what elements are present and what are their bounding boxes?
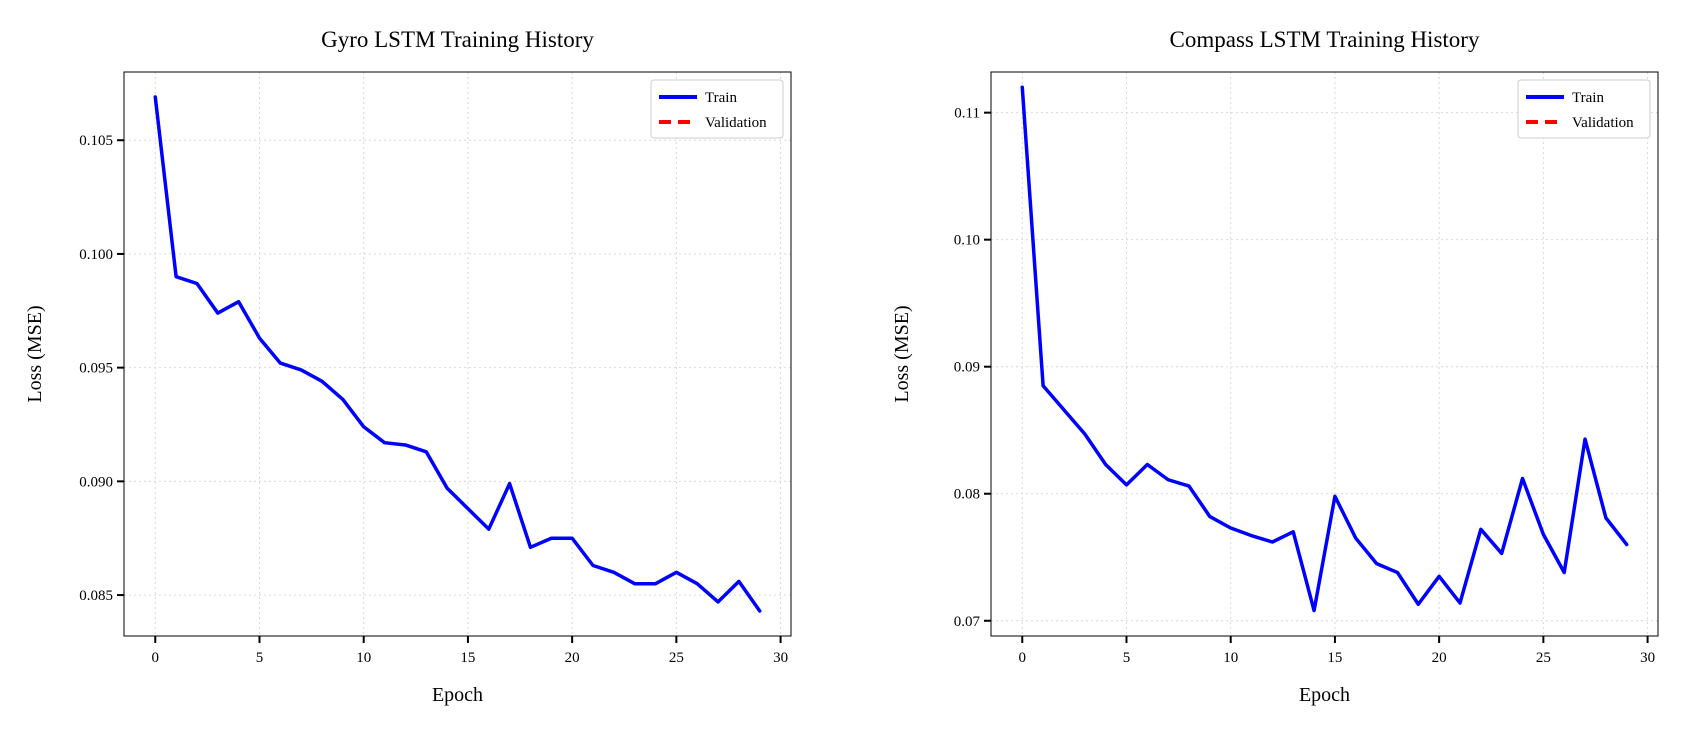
- y-tick-label: 0.11: [954, 106, 980, 122]
- x-tick-label: 5: [1123, 650, 1131, 666]
- x-tick-label: 25: [669, 650, 684, 666]
- series-line-train: [153, 95, 762, 613]
- y-axis-label: Loss (MSE): [24, 305, 46, 402]
- x-tick-label: 0: [1019, 650, 1027, 666]
- legend: Train Validation: [650, 79, 784, 139]
- x-axis-label: Epoch: [1299, 684, 1350, 706]
- y-tick-label: 0.085: [79, 588, 113, 604]
- x-tick-label: 20: [1432, 650, 1447, 666]
- x-tick-label: 30: [773, 650, 788, 666]
- x-tick-label: 25: [1536, 650, 1551, 666]
- legend-label-train: Train: [705, 90, 737, 106]
- series-line-train: [1020, 85, 1629, 613]
- x-tick-label: 15: [1327, 650, 1342, 666]
- y-tick-label: 0.10: [954, 233, 980, 249]
- y-tick-label: 0.090: [79, 474, 113, 490]
- x-tick-label: 5: [256, 650, 264, 666]
- y-tick-label: 0.09: [954, 360, 980, 376]
- legend-label-validation: Validation: [1572, 115, 1634, 131]
- legend-label-validation: Validation: [705, 115, 767, 131]
- x-tick-label: 20: [565, 650, 580, 666]
- plot-frame: [123, 71, 792, 637]
- x-tick-label: 10: [356, 650, 371, 666]
- chart-panel-2: 0 5 10 15 20 25 30 0.07 0.08 0.09 0.10 0.11 Compass …: [891, 27, 1659, 706]
- x-tick-label: 10: [1223, 650, 1238, 666]
- chart-title: Gyro LSTM Training History: [321, 27, 594, 52]
- chart-title: Compass LSTM Training History: [1170, 27, 1480, 52]
- x-tick-label: 15: [460, 650, 475, 666]
- y-tick-label: 0.100: [79, 247, 113, 263]
- plot-frame: [990, 71, 1659, 637]
- y-tick-label: 0.07: [954, 614, 981, 630]
- y-tick-label: 0.105: [79, 133, 113, 149]
- legend-label-train: Train: [1572, 90, 1604, 106]
- y-tick-label: 0.08: [954, 487, 980, 503]
- chart-panel-1: 0 5 10 15 20 25 30 0.085 0.090 0.095 0.100 0.105 Gyr…: [24, 27, 792, 706]
- x-tick-label: 30: [1640, 650, 1655, 666]
- y-axis-label: Loss (MSE): [891, 305, 913, 402]
- x-axis-label: Epoch: [432, 684, 483, 706]
- legend: Train Validation: [1517, 79, 1651, 139]
- x-tick-label: 0: [152, 650, 160, 666]
- y-tick-label: 0.095: [79, 361, 113, 377]
